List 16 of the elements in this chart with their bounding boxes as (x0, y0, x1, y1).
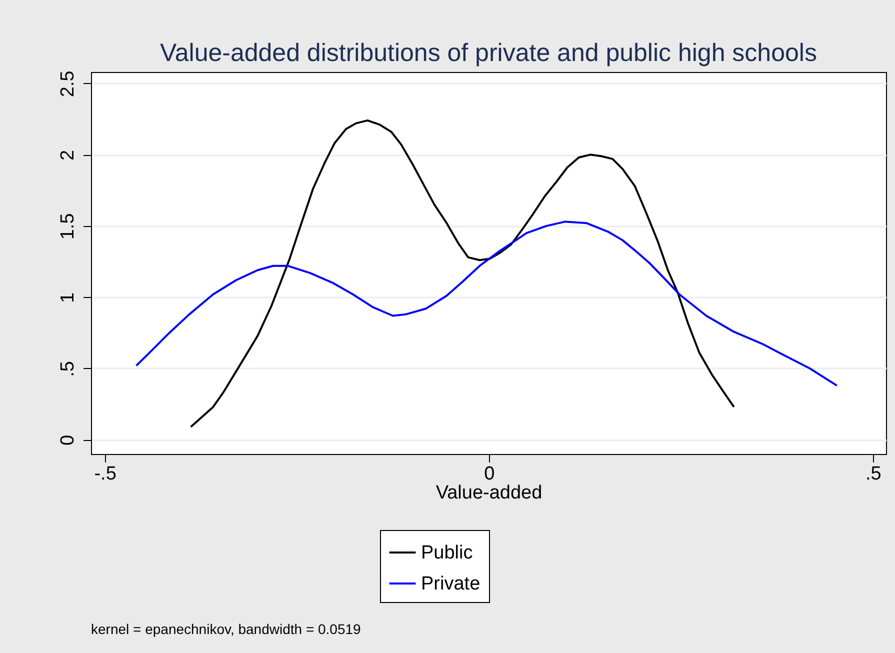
y-tick-label: .5 (58, 361, 78, 377)
text: kernel = epanechnikov, bandwidth = 0.0519 (91, 621, 362, 637)
chart-title: Value-added distributions of private and public high schools (160, 39, 817, 68)
x-tick-label: 0 (484, 464, 495, 484)
x-tick-label: -.5 (94, 464, 116, 484)
y-tick-label: 1.5 (58, 213, 78, 240)
line-series (135, 220, 838, 387)
y-tick-label: 2.5 (58, 70, 78, 98)
legend-label: Public (421, 542, 473, 564)
x-axis-title: Value-added (436, 482, 542, 504)
y-tick-label: 0 (58, 434, 78, 446)
line-series (190, 119, 735, 428)
legend-label: Private (421, 574, 480, 594)
x-tick-label: .5 (866, 464, 882, 484)
y-tick-label: 1 (58, 292, 78, 303)
y-tick-label: 2 (58, 150, 78, 160)
